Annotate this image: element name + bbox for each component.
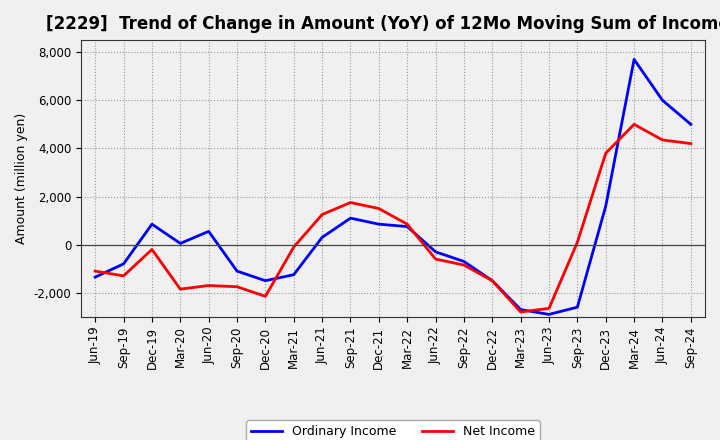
Net Income [120,273,128,279]
Net Income [431,257,440,262]
Ordinary Income [516,307,525,312]
Ordinary Income [374,221,383,227]
Net Income [658,137,667,143]
Net Income [516,309,525,315]
Ordinary Income [545,312,554,317]
Line: Net Income: Net Income [95,125,690,312]
Net Income [374,206,383,211]
Ordinary Income [261,278,270,283]
Ordinary Income [318,235,326,240]
Ordinary Income [346,216,355,221]
Net Income [91,268,99,274]
Net Income [403,221,412,227]
Net Income [488,278,497,283]
Ordinary Income [686,122,695,127]
Ordinary Income [120,261,128,267]
Net Income [573,239,582,245]
Ordinary Income [630,57,639,62]
Net Income [545,306,554,311]
Net Income [630,122,639,127]
Net Income [686,141,695,146]
Ordinary Income [601,203,610,209]
Ordinary Income [289,272,298,277]
Net Income [601,150,610,156]
Net Income [346,200,355,205]
Ordinary Income [204,229,213,234]
Net Income [459,262,468,268]
Legend: Ordinary Income, Net Income: Ordinary Income, Net Income [246,420,540,440]
Ordinary Income [148,221,156,227]
Net Income [261,294,270,299]
Ordinary Income [573,304,582,310]
Ordinary Income [176,241,184,246]
Net Income [176,286,184,292]
Ordinary Income [658,98,667,103]
Net Income [289,244,298,249]
Ordinary Income [459,259,468,264]
Net Income [233,284,241,290]
Ordinary Income [233,268,241,274]
Ordinary Income [403,224,412,229]
Net Income [318,212,326,217]
Y-axis label: Amount (million yen): Amount (million yen) [15,113,28,244]
Line: Ordinary Income: Ordinary Income [95,59,690,315]
Net Income [148,247,156,252]
Title: [2229]  Trend of Change in Amount (YoY) of 12Mo Moving Sum of Incomes: [2229] Trend of Change in Amount (YoY) o… [46,15,720,33]
Ordinary Income [431,249,440,254]
Net Income [204,283,213,288]
Ordinary Income [91,275,99,280]
Ordinary Income [488,278,497,283]
